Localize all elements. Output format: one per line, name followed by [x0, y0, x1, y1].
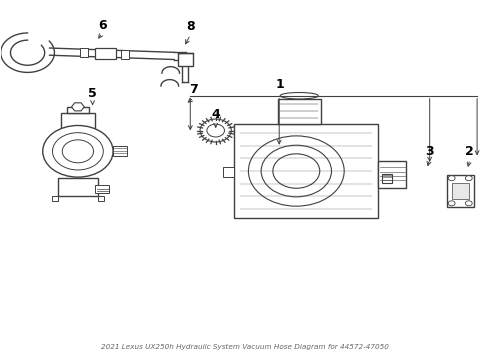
- Circle shape: [466, 201, 472, 206]
- Bar: [178, 53, 193, 66]
- Bar: [382, 174, 392, 183]
- Bar: [61, 113, 95, 140]
- Bar: [102, 49, 110, 58]
- Circle shape: [448, 176, 455, 181]
- Text: 6: 6: [98, 18, 107, 32]
- Text: 2021 Lexus UX250h Hydraulic System Vacuum Hose Diagram for 44572-47050: 2021 Lexus UX250h Hydraulic System Vacuu…: [101, 344, 389, 350]
- Circle shape: [43, 126, 113, 177]
- Circle shape: [448, 201, 455, 206]
- Bar: [113, 146, 127, 156]
- Bar: [447, 175, 474, 207]
- Ellipse shape: [280, 93, 318, 99]
- Polygon shape: [72, 103, 84, 111]
- Circle shape: [261, 145, 331, 197]
- Bar: [234, 125, 378, 218]
- Bar: [223, 167, 234, 177]
- Text: 3: 3: [425, 145, 434, 158]
- Circle shape: [273, 154, 320, 188]
- Bar: [95, 185, 109, 193]
- Text: 5: 5: [88, 87, 97, 100]
- Bar: [452, 183, 469, 199]
- Text: 7: 7: [189, 83, 198, 96]
- Bar: [278, 99, 321, 125]
- Circle shape: [466, 176, 472, 181]
- Bar: [98, 196, 104, 201]
- Circle shape: [248, 136, 344, 206]
- Bar: [95, 48, 117, 59]
- Circle shape: [52, 133, 103, 170]
- Text: 8: 8: [186, 20, 195, 33]
- Bar: [80, 48, 88, 58]
- Bar: [122, 50, 129, 59]
- Bar: [58, 178, 98, 197]
- Circle shape: [207, 124, 224, 137]
- Circle shape: [200, 119, 231, 142]
- Bar: [52, 196, 58, 201]
- Bar: [378, 161, 407, 188]
- Circle shape: [62, 140, 94, 163]
- Text: 2: 2: [466, 145, 474, 158]
- Text: 4: 4: [211, 108, 220, 121]
- Text: 1: 1: [276, 78, 285, 91]
- Bar: [67, 107, 89, 113]
